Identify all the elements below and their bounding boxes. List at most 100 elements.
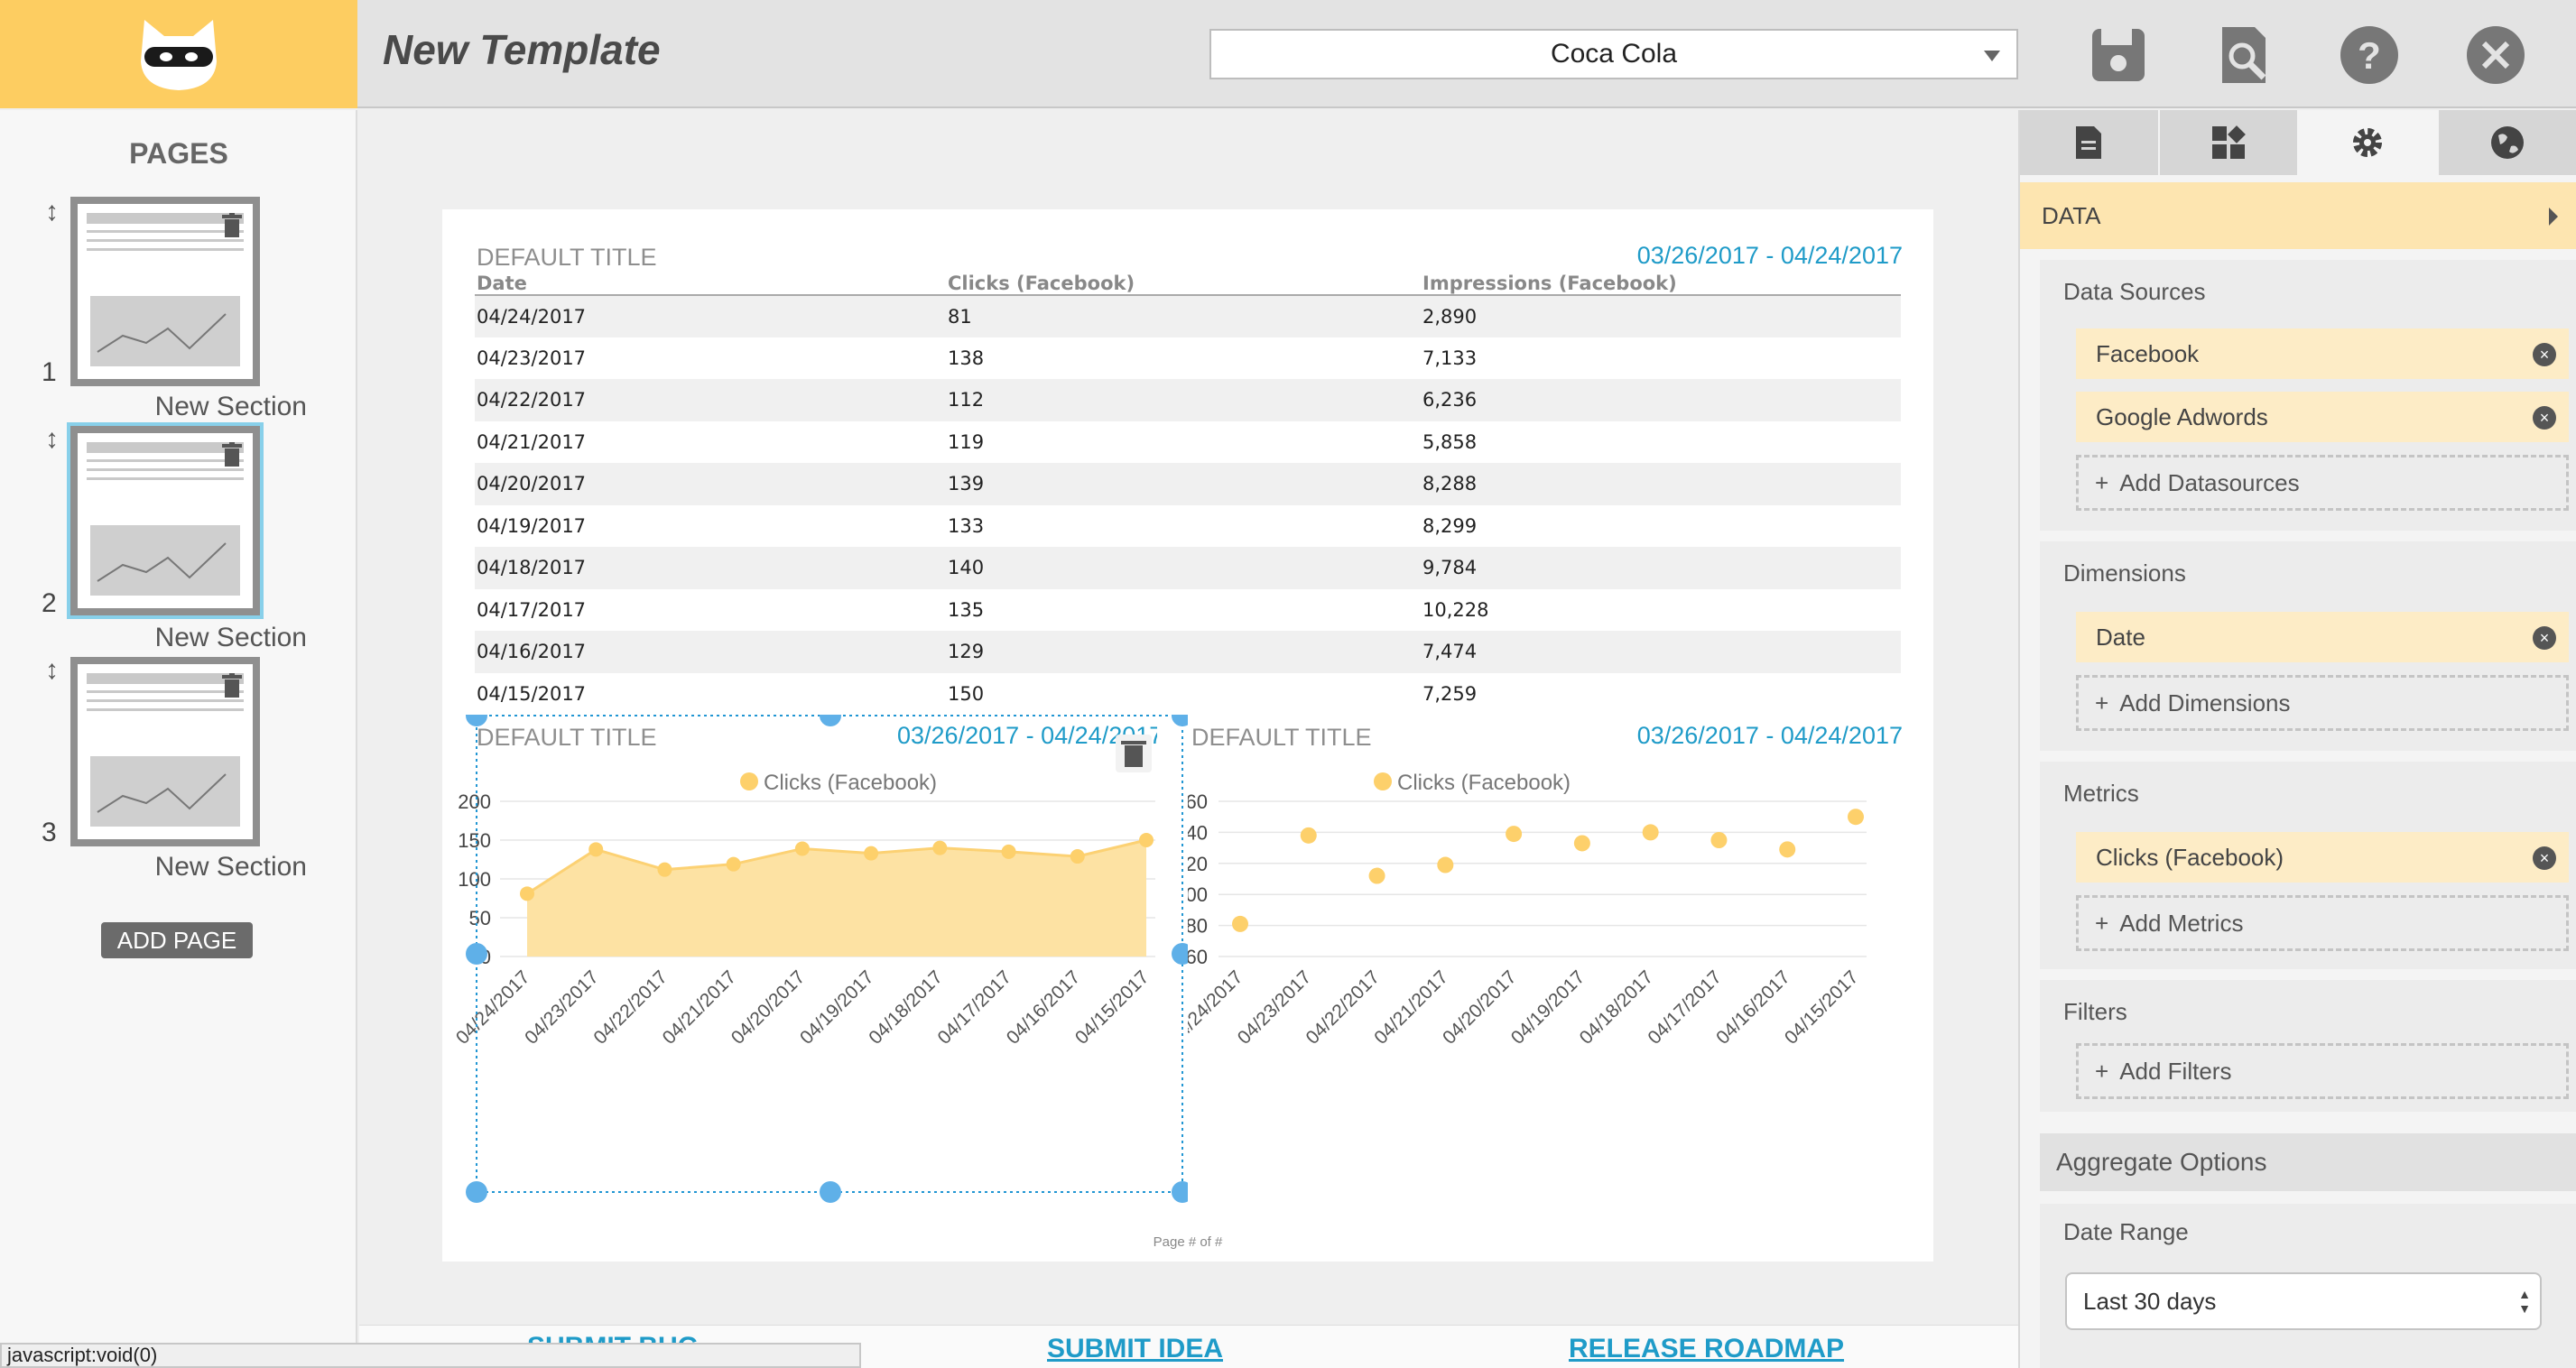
add-page-button[interactable]: ADD PAGE — [101, 922, 253, 958]
drag-handle-icon[interactable]: ↕ — [45, 424, 59, 454]
tab-settings[interactable] — [2299, 110, 2439, 175]
x-tick-label: 04/22/2017 — [589, 966, 672, 1049]
page-label[interactable]: New Section — [154, 623, 307, 652]
aggregate-options-toggle[interactable]: Aggregate Options — [2040, 1133, 2576, 1191]
tab-widgets[interactable] — [2159, 110, 2299, 175]
preview-icon[interactable] — [2213, 23, 2276, 87]
resize-handle[interactable] — [820, 715, 841, 726]
data-point[interactable] — [1232, 915, 1248, 932]
data-point[interactable] — [1001, 844, 1016, 859]
resize-handle[interactable] — [1172, 1181, 1188, 1203]
submit-idea-link[interactable]: SUBMIT IDEA — [1047, 1334, 1223, 1363]
add-datasources-label: Add Datasources — [2119, 468, 2300, 496]
settings-icon — [2353, 128, 2383, 157]
drag-handle-icon[interactable]: ↕ — [45, 197, 59, 226]
data-point[interactable] — [794, 841, 810, 856]
remove-icon[interactable]: × — [2533, 626, 2556, 650]
table-widget-title[interactable]: DEFAULT TITLE — [477, 244, 657, 271]
table-cell: 10,228 — [1422, 598, 1489, 621]
x-tick-label: 04/21/2017 — [1370, 966, 1452, 1049]
data-point[interactable] — [864, 846, 879, 861]
release-roadmap-link[interactable]: RELEASE ROADMAP — [1569, 1334, 1845, 1363]
resize-handle[interactable] — [466, 943, 487, 965]
date-range-select[interactable]: Last 30 days ▲ ▼ — [2065, 1272, 2542, 1330]
resize-handle[interactable] — [466, 715, 487, 726]
add-metrics-button[interactable]: + Add Metrics — [2076, 895, 2569, 951]
data-point[interactable] — [1300, 827, 1317, 844]
page-number: 3 — [42, 818, 57, 847]
add-datasources-button[interactable]: + Add Datasources — [2076, 455, 2569, 511]
resize-handle[interactable] — [1172, 715, 1188, 726]
remove-icon[interactable]: × — [2533, 343, 2556, 366]
data-point[interactable] — [657, 862, 672, 877]
data-point[interactable] — [1573, 835, 1590, 852]
data-point[interactable] — [1368, 867, 1385, 884]
page-thumbnail-1[interactable] — [70, 197, 260, 386]
select-arrows-icon: ▲ ▼ — [2518, 1287, 2531, 1316]
table-cell: 138 — [948, 347, 985, 369]
tab-globe[interactable] — [2438, 110, 2576, 175]
x-tick-label: 04/20/2017 — [1439, 966, 1521, 1049]
page-thumbnail-3[interactable] — [70, 657, 260, 846]
page-thumbnail-2[interactable] — [67, 422, 264, 619]
table-cell: 04/16/2017 — [475, 631, 946, 673]
add-dimensions-button[interactable]: + Add Dimensions — [2076, 675, 2569, 731]
dimension-name: Date — [2096, 623, 2145, 651]
table-widget-date-range: 03/26/2017 - 04/24/2017 — [1636, 242, 1903, 269]
data-point[interactable] — [1506, 826, 1523, 843]
data-point[interactable] — [1710, 832, 1728, 848]
x-tick-label: 04/17/2017 — [934, 966, 1016, 1049]
page-label[interactable]: New Section — [154, 852, 307, 882]
trash-icon[interactable] — [222, 442, 242, 467]
tab-document[interactable] — [2020, 110, 2160, 175]
add-filters-button[interactable]: + Add Filters — [2076, 1043, 2569, 1099]
filters-section: Filters + Add Filters — [2040, 980, 2576, 1112]
pages-panel: PAGES ↕ 1 New Section ↕ 2 New Section ↕ … — [0, 110, 357, 1368]
column-header: Impressions (Facebook) — [1421, 273, 1901, 296]
brand-logo[interactable] — [0, 0, 357, 108]
trash-icon[interactable] — [222, 673, 242, 698]
submit-bug-link[interactable]: SUBMIT BUG — [527, 1332, 699, 1345]
table-cell: 129 — [946, 631, 1421, 673]
data-point[interactable] — [1779, 841, 1796, 858]
add-filters-label: Add Filters — [2119, 1057, 2232, 1085]
resize-handle[interactable] — [466, 1181, 487, 1203]
data-point[interactable] — [1139, 833, 1154, 847]
table-row: 04/15/2017 150 7,259 — [475, 673, 1901, 716]
area-chart[interactable]: Clicks (Facebook)20015010050004/24/20170… — [442, 715, 1188, 1220]
filters-label: Filters — [2063, 998, 2127, 1025]
table-cell: 04/17/2017 — [477, 598, 587, 621]
trash-icon[interactable] — [1116, 735, 1152, 772]
client-select[interactable]: Coca Cola — [1209, 29, 2018, 79]
data-point[interactable] — [726, 856, 741, 872]
document-icon — [2076, 126, 2102, 159]
data-point[interactable] — [588, 842, 604, 857]
close-icon[interactable] — [2464, 23, 2527, 87]
trash-icon[interactable] — [222, 213, 242, 238]
data-point[interactable] — [1070, 849, 1085, 864]
panel-tabs — [2020, 110, 2576, 175]
template-title[interactable]: New Template — [383, 26, 661, 73]
resize-handle[interactable] — [1172, 943, 1188, 965]
data-point[interactable] — [1848, 809, 1864, 826]
data-point[interactable] — [520, 886, 534, 901]
y-tick-label: 80 — [1188, 915, 1208, 938]
y-tick-label: 100 — [1188, 883, 1208, 906]
data-point[interactable] — [1437, 856, 1454, 873]
save-icon[interactable] — [2087, 23, 2150, 87]
x-tick-label: 04/15/2017 — [1071, 966, 1154, 1049]
drag-handle-icon[interactable]: ↕ — [45, 655, 59, 685]
remove-icon[interactable]: × — [2533, 846, 2556, 870]
date-range-label: Date Range — [2063, 1218, 2189, 1245]
scatter-chart[interactable]: Clicks (Facebook)160140120100806004/24/2… — [1188, 715, 1933, 1220]
data-point[interactable] — [1642, 824, 1659, 841]
area-widget-title[interactable]: DEFAULT TITLE — [477, 724, 657, 751]
data-section-toggle[interactable]: DATA — [2020, 182, 2576, 249]
help-icon[interactable]: ? — [2338, 23, 2401, 87]
remove-icon[interactable]: × — [2533, 406, 2556, 430]
data-point[interactable] — [932, 840, 948, 855]
scatter-widget-title[interactable]: DEFAULT TITLE — [1191, 724, 1372, 751]
page-label[interactable]: New Section — [154, 392, 307, 421]
resize-handle[interactable] — [820, 1181, 841, 1203]
data-table[interactable]: Date Clicks (Facebook) Impressions (Face… — [475, 273, 1901, 715]
